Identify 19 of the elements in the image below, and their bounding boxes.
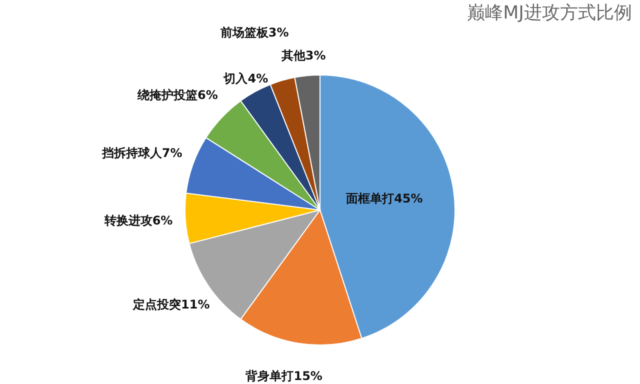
data-label: 45% [394, 191, 423, 206]
slice-label: 绕掩护投篮 [136, 88, 198, 102]
data-label: 4% [248, 72, 268, 86]
slice-label: 转换进攻 [103, 214, 152, 228]
data-label: 6% [152, 214, 173, 228]
data-label: 11% [181, 297, 210, 312]
data-label: 15% [294, 368, 322, 383]
slice-label: 前场篮板 [219, 25, 270, 40]
data-label: 3% [305, 48, 326, 63]
slice-label: 挡拆持球人 [100, 146, 163, 160]
data-label: 7% [162, 146, 182, 160]
slice-label: 定点投突 [132, 297, 182, 312]
slice-label: 面框单打 [345, 191, 394, 206]
slice-label: 背身单打 [244, 368, 294, 383]
data-label: 6% [198, 88, 218, 102]
slice-label: 切入 [222, 72, 249, 86]
data-label: 3% [268, 25, 289, 40]
text: 巅峰MJ进攻方式比例 [467, 2, 632, 24]
slice-label: 其他 [280, 48, 306, 63]
